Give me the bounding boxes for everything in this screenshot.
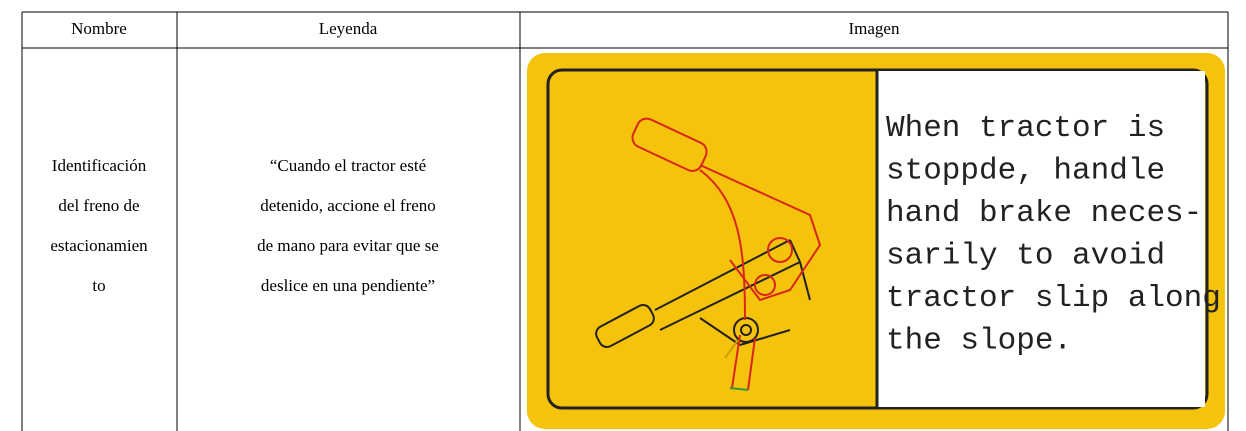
name-line: estacionamien <box>50 236 148 255</box>
legend-line: deslice en una pendiente” <box>261 276 435 295</box>
sticker-text-line: When tractor is <box>886 111 1165 146</box>
name-line: Identificación <box>52 156 147 175</box>
sticker-text-line: stoppde, handle <box>886 154 1165 189</box>
table-borders <box>21 11 1229 431</box>
sticker-text-line: hand brake neces- <box>886 196 1202 231</box>
sticker-text-line: tractor slip along <box>886 281 1221 316</box>
brake-drawing <box>595 117 822 391</box>
sticker-text-line: the slope. <box>886 324 1072 359</box>
header-cell: Imagen <box>849 19 900 38</box>
legend-line: detenido, accione el freno <box>260 196 436 215</box>
legend-line: de mano para evitar que se <box>257 236 439 255</box>
name-line: del freno de <box>58 196 139 215</box>
header-cell: Nombre <box>71 19 127 38</box>
sticker <box>527 53 1225 429</box>
header-cell: Leyenda <box>319 19 378 38</box>
name-line: to <box>92 276 105 295</box>
sticker-text-line: sarily to avoid <box>886 239 1165 274</box>
legend-line: “Cuando el tractor esté <box>270 156 426 175</box>
